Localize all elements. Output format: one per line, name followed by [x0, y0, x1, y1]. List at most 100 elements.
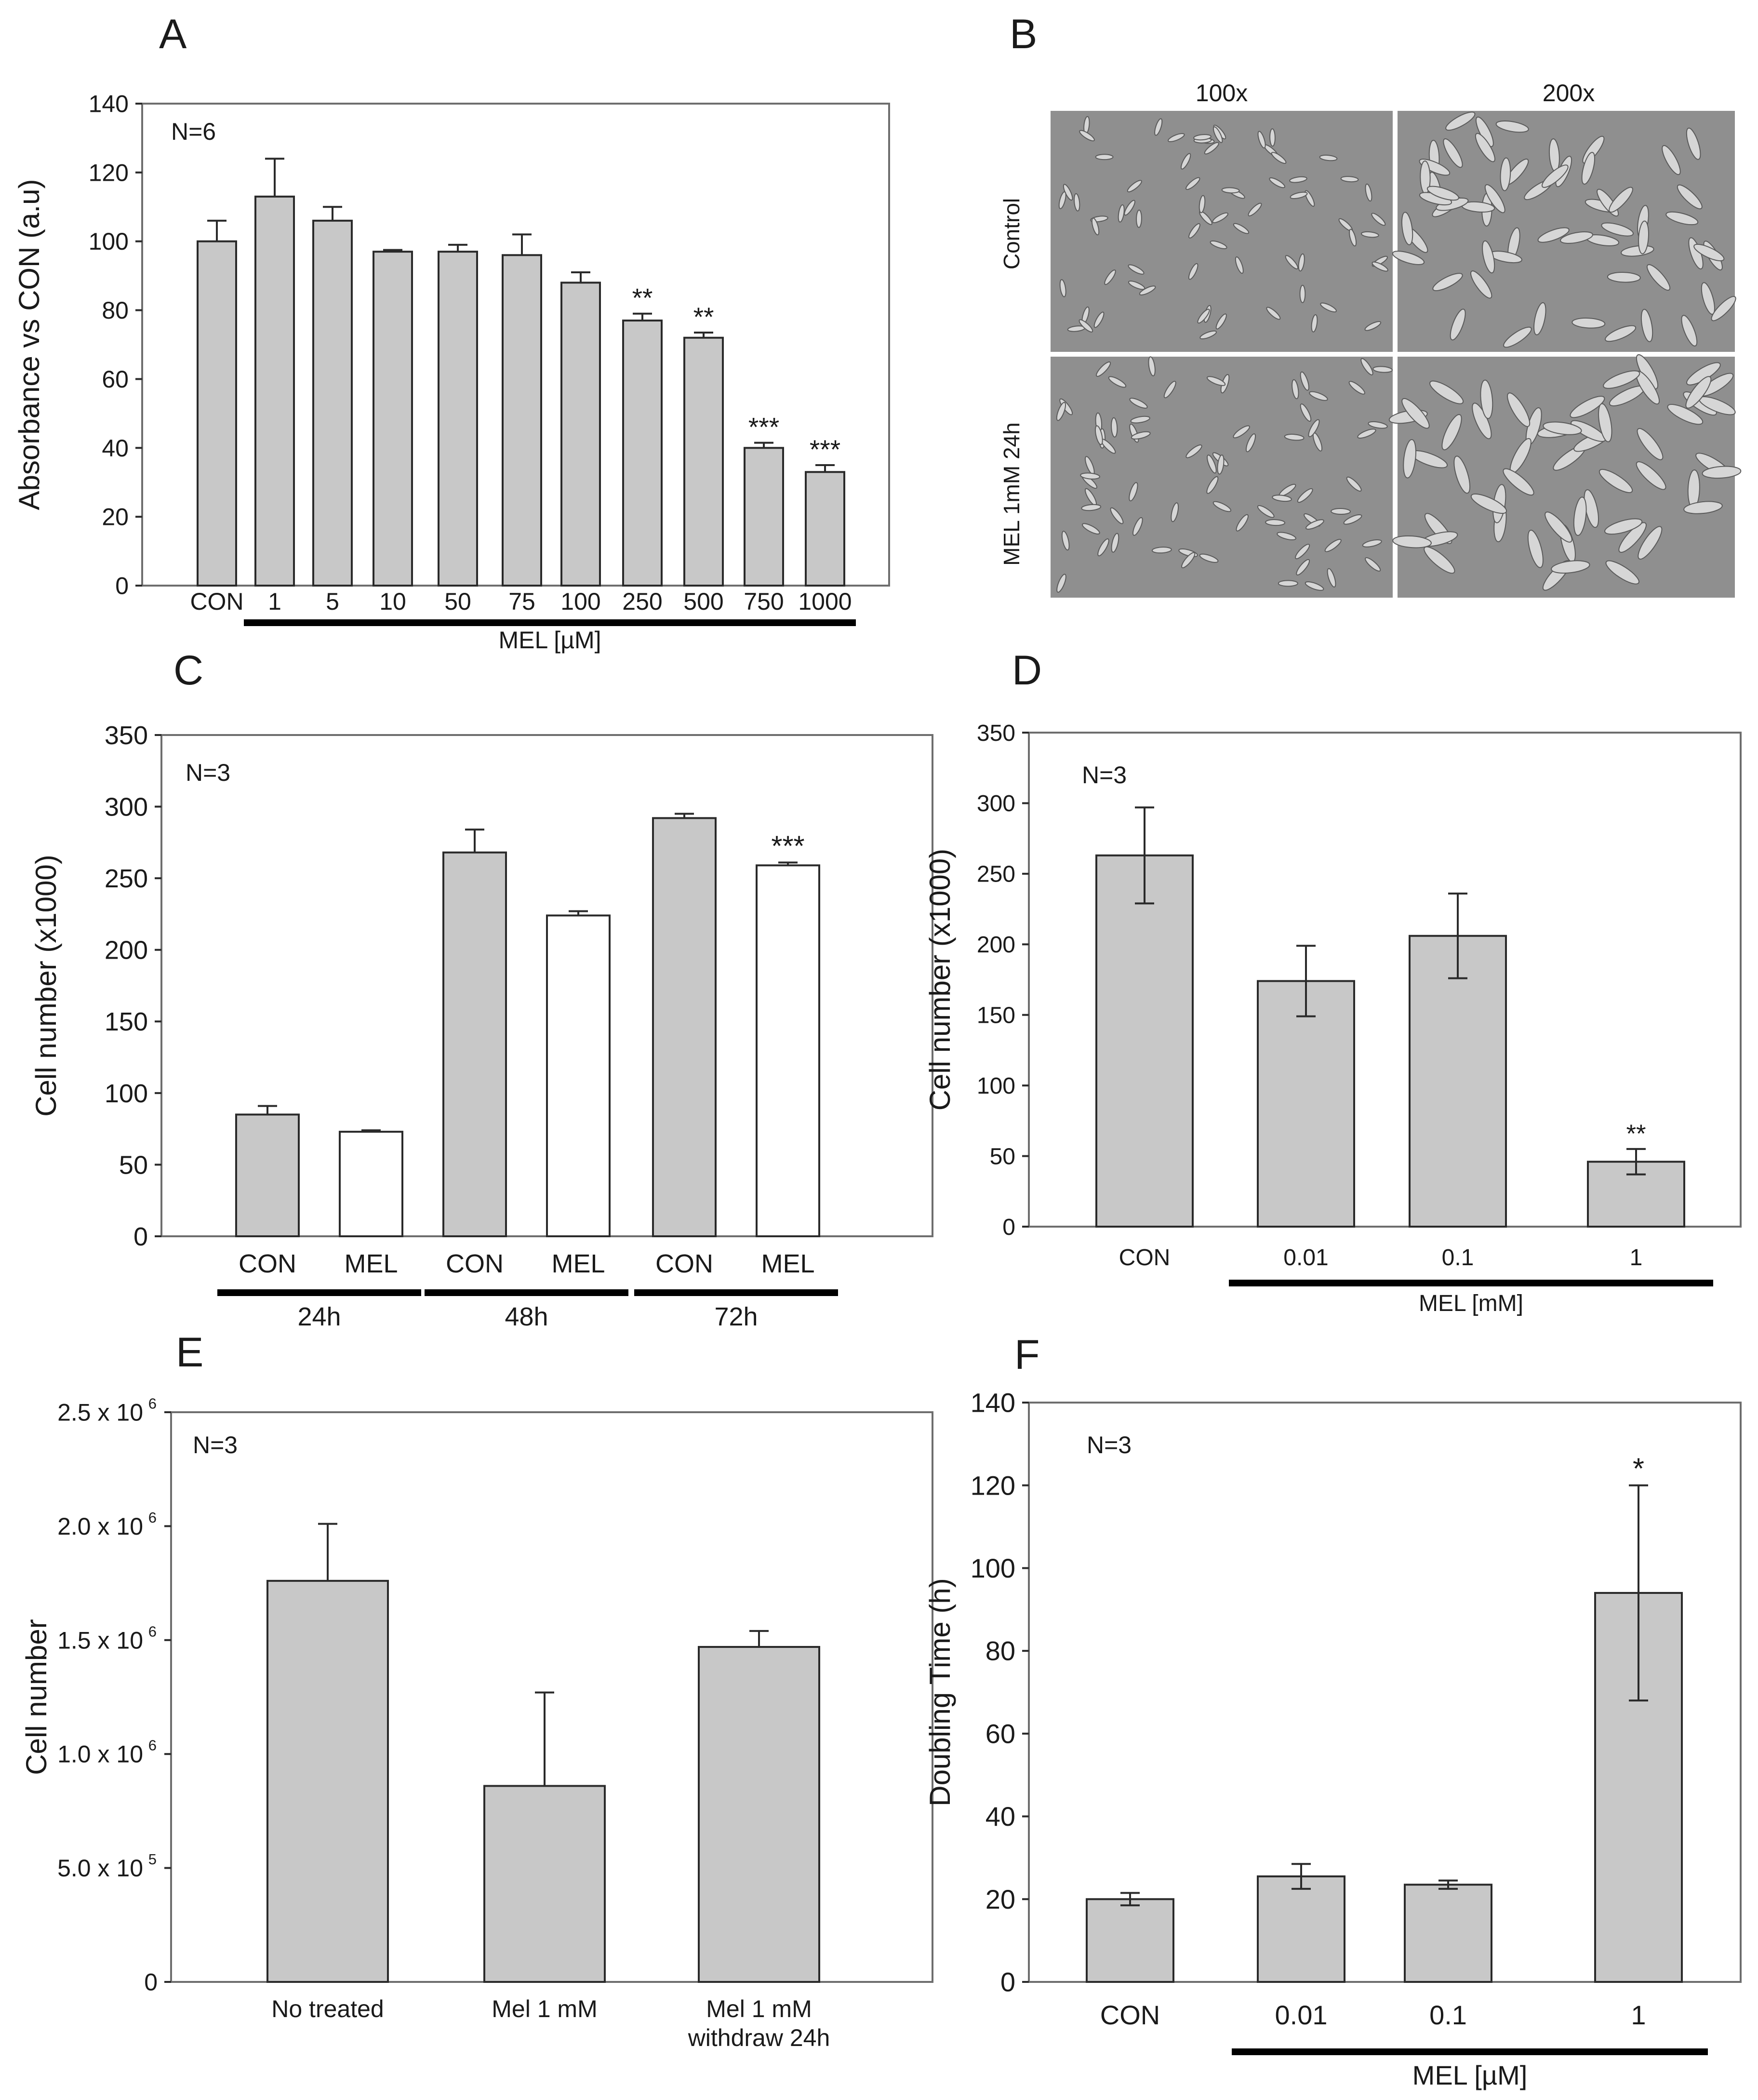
cell-shape: [1570, 396, 1605, 418]
cell-shape: [1340, 176, 1359, 183]
n-label: N=3: [1087, 1431, 1132, 1458]
cell-shape: [1637, 428, 1664, 460]
y-tick-label: 50: [990, 1144, 1015, 1169]
bar: [373, 251, 413, 587]
group-bracket: [217, 1289, 421, 1296]
cell-shape: [1527, 530, 1544, 568]
category-label: CON: [190, 588, 243, 615]
y-tick-label: 300: [977, 791, 1015, 816]
y-tick-label: 20: [102, 504, 129, 531]
y-axis-label: Cell number (x1000): [30, 855, 62, 1117]
cell-shape: [1507, 392, 1531, 428]
cell-shape: [1298, 253, 1305, 272]
cell-shape: [1309, 391, 1328, 401]
y-tick-label: 120: [971, 1470, 1015, 1500]
significance-mark: **: [632, 283, 653, 313]
y-tick-exponent: 6: [148, 1623, 157, 1640]
group-bracket: [1229, 1280, 1713, 1286]
cell-shape: [1686, 127, 1701, 160]
category-label: MEL: [344, 1249, 398, 1278]
cell-shape: [1667, 404, 1704, 425]
category-label: 250: [622, 588, 662, 615]
bar: [683, 336, 724, 587]
cell-shape: [1290, 191, 1308, 200]
bar: [744, 447, 784, 587]
cell-shape: [1271, 152, 1287, 164]
y-tick-exponent: 6: [148, 1737, 157, 1754]
cell-shape: [1094, 425, 1103, 445]
bar: [442, 851, 507, 1237]
cell-shape: [1210, 240, 1227, 249]
cell-shape: [1665, 211, 1699, 226]
cell-shape: [1277, 532, 1296, 541]
group-label: 72h: [714, 1302, 758, 1331]
bar: [1257, 980, 1355, 1228]
y-tick-label: 0: [1000, 1967, 1015, 1997]
cell-shape: [1537, 227, 1570, 243]
cell-shape: [1598, 468, 1633, 493]
cell-shape: [1180, 153, 1191, 170]
cell-shape: [1453, 455, 1471, 494]
panel-letter-e: E: [176, 1329, 203, 1376]
cell-shape: [1167, 133, 1185, 142]
cell-shape: [1185, 444, 1202, 458]
cell-shape: [1360, 358, 1373, 375]
significance-mark: ***: [810, 434, 840, 464]
micrograph-panel: B 100x 200x Control MEL 1mM 24h: [999, 11, 1742, 598]
micrograph-row-label-mel: MEL 1mM 24h: [999, 422, 1024, 565]
category-label: No treated: [271, 1995, 384, 2022]
cell-shape: [1346, 476, 1362, 492]
cell-shape: [1095, 154, 1114, 161]
cell-shape: [1495, 120, 1529, 133]
cell-shape: [1348, 381, 1365, 395]
y-tick-label: 300: [105, 792, 148, 821]
cell-shape: [1484, 184, 1505, 214]
chart-panel-e: E 0 5.0 x 10 5 1.0 x 10 6 1.5 x 10 6 2.0 x 10 6 2.…: [20, 1329, 933, 2051]
panel-letter-f: F: [1014, 1332, 1040, 1378]
cell-shape: [1640, 308, 1653, 342]
y-tick-label: 200: [977, 932, 1015, 958]
category-label: Mel 1 mM: [492, 1995, 597, 2022]
cell-shape: [1503, 326, 1532, 348]
cell-shape: [1685, 376, 1712, 409]
cell-shape: [1605, 560, 1639, 585]
significance-mark: **: [693, 302, 714, 332]
cell-shape: [1171, 502, 1179, 522]
cell-shape: [1124, 200, 1135, 216]
y-tick-label: 140: [89, 91, 129, 118]
cell-shape: [1371, 213, 1386, 226]
micrograph-col-label-100x: 100x: [1196, 80, 1248, 107]
cell-shape: [1711, 296, 1736, 321]
group-bracket: [1232, 2048, 1708, 2055]
y-tick-label: 0: [115, 573, 129, 600]
chart-panel-c: C 0 50 100 150 200 250 300 350 Cell number (x1000…: [30, 647, 933, 1331]
cell-shape: [1308, 419, 1320, 438]
panel-letter-c: C: [173, 647, 203, 694]
cell-shape: [1185, 177, 1200, 190]
y-tick-label: 0: [133, 1222, 148, 1251]
bar: [339, 1131, 403, 1237]
cell-shape: [1324, 539, 1342, 552]
cell-shape: [1368, 421, 1388, 429]
cell-shape: [1199, 330, 1217, 340]
cell-shape: [1148, 356, 1156, 376]
cell-shape: [1365, 183, 1372, 202]
cell-shape: [1111, 417, 1118, 438]
cell-shape: [1110, 507, 1124, 524]
cell-shape: [1139, 285, 1156, 295]
cell-shape: [1551, 560, 1590, 574]
y-tick-label: 80: [986, 1636, 1015, 1666]
group-label: 48h: [505, 1302, 548, 1331]
bar: [1095, 854, 1194, 1228]
y-tick-label: 2.5 x 10: [57, 1399, 143, 1426]
cell-shape: [1212, 501, 1232, 512]
category-label: 750: [744, 588, 784, 615]
cell-shape: [1603, 370, 1640, 389]
category-label: 75: [508, 588, 535, 615]
group-bracket: [244, 619, 856, 626]
cell-shape: [1677, 184, 1703, 210]
y-tick-label: 60: [986, 1718, 1015, 1749]
cell-shape: [1127, 180, 1142, 193]
cell-shape: [1284, 433, 1305, 441]
cell-shape: [1573, 496, 1587, 536]
